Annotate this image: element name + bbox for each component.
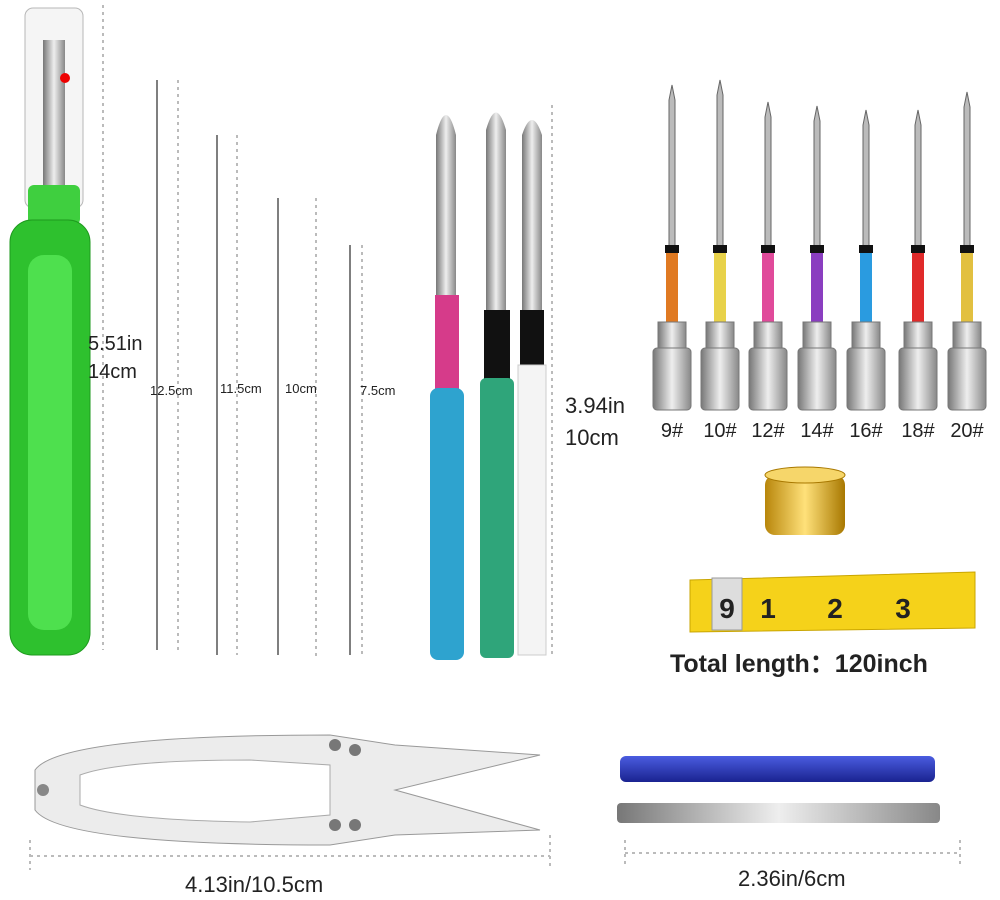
needle-hub [753,321,783,351]
needle-tip [813,105,821,251]
needle-size: 18# [901,420,935,442]
needle-tip [963,91,971,251]
needle-band [713,245,727,253]
needle-size: 12# [751,420,785,442]
needle-hub [952,321,982,351]
needle-tip [764,101,772,251]
needle-tip [716,79,724,251]
needle-sleeve [912,253,924,325]
seam-ripper-length-cm: 14cm [88,361,137,383]
needle-band [911,245,925,253]
long-needles [156,80,363,658]
needle-hub [748,347,788,411]
needle-size: 16# [849,420,883,442]
punch-needles [430,105,553,660]
needle-hub [851,321,881,351]
needle-size: 14# [800,420,834,442]
needle-length: 11.5cm [220,381,262,396]
needle-band [810,245,824,253]
needle-tip [862,109,870,251]
seam-ripper [9,5,104,656]
punch-needle-length-in: 3.94in [565,393,625,418]
needle-size: 10# [703,420,737,442]
needle-hub [802,321,832,351]
needle-tip [668,84,676,251]
tape-mark: 2 [827,593,843,624]
tape-caption: Total length：120inch [670,650,928,678]
needle-sleeve [961,253,973,325]
needle-sleeve [714,253,726,325]
needle-band [859,245,873,253]
needle-size: 9# [661,420,684,442]
needle-hub [700,347,740,411]
needle-length: 7.5cm [360,383,395,398]
needle-hub [652,347,692,411]
needle-sleeve [666,253,678,325]
needle-hub [947,347,987,411]
tape-mark: 3 [895,593,911,624]
threader-length: 2.36in/6cm [738,866,846,891]
tape-mark: 1 [760,593,776,624]
threader [617,756,961,866]
needle-sleeve [860,253,872,325]
needle-sleeve [762,253,774,325]
needle-hub [898,347,938,411]
seam-ripper-length-in: 5.51in [88,333,143,355]
needle-length: 10cm [285,381,317,396]
needle-length: 12.5cm [150,383,193,398]
needle-hub [903,321,933,351]
needle-hub [797,347,837,411]
needle-hub [657,321,687,351]
thimble [764,466,846,535]
needle-sleeve [811,253,823,325]
scissors [29,734,551,870]
needle-size: 20# [950,420,984,442]
needle-band [761,245,775,253]
needle-tip [914,109,922,251]
needle-hub [846,347,886,411]
needle-band [960,245,974,253]
tape-mark: 9 [719,593,735,624]
scissors-length: 4.13in/10.5cm [185,872,323,897]
needle-band [665,245,679,253]
embroidery-needles: 9# 10# 12# 14# 16# 18# 20# [652,79,987,442]
punch-needle-length-cm: 10cm [565,425,619,450]
needle-hub [705,321,735,351]
